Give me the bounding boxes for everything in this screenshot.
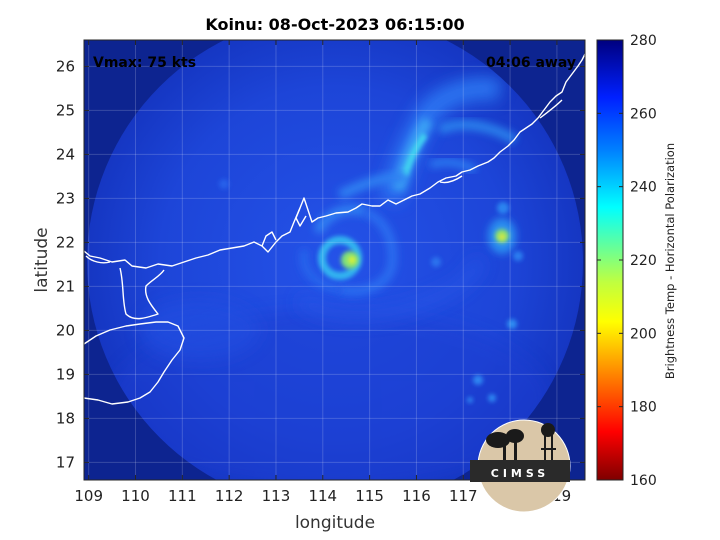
x-tick-label: 115	[355, 487, 384, 505]
vmax-label: Vmax: 75 kts	[93, 55, 196, 71]
x-tick-label: 109	[74, 487, 103, 505]
y-axis-label: latitude	[32, 227, 52, 292]
y-tick-label: 21	[56, 277, 75, 295]
x-tick-label: 116	[402, 487, 431, 505]
colorbar-ticks: 160 180 200 220 240 260 280	[597, 33, 657, 489]
colorbar-tick-label: 220	[630, 253, 657, 269]
colorbar-tick-label: 240	[630, 180, 657, 196]
cimss-logo-icon: CIMSS	[470, 419, 571, 513]
microwave-swath	[87, 40, 583, 480]
y-tick-label: 17	[56, 453, 75, 471]
axis-ticks: 1091101111121131141151161171181191718192…	[56, 40, 585, 505]
logo-text: CIMSS	[491, 467, 549, 480]
map-grid	[84, 40, 585, 480]
y-tick-label: 26	[56, 57, 75, 75]
coastline	[84, 53, 585, 405]
colorbar-tick-label: 280	[630, 33, 657, 49]
colorbar-tick-label: 180	[630, 400, 657, 416]
figure-title: Koinu: 08-Oct-2023 06:15:00	[205, 15, 464, 34]
y-tick-label: 19	[56, 365, 75, 383]
colorbar: 160 180 200 220 240 260 280 Brightness Temp - …	[596, 33, 677, 489]
y-tick-label: 24	[56, 145, 75, 163]
x-tick-label: 113	[262, 487, 291, 505]
y-tick-label: 18	[56, 409, 75, 427]
map-plot-area	[84, 40, 585, 480]
x-axis-label: longitude	[295, 513, 375, 533]
plot-frame	[83, 39, 586, 481]
colorbar-label: Brightness Temp - Horizontal Polarizatio…	[663, 143, 677, 379]
y-tick-label: 22	[56, 233, 75, 251]
x-tick-label: 112	[215, 487, 244, 505]
time-away-label: 04:06 away	[486, 55, 576, 71]
y-tick-label: 25	[56, 101, 75, 119]
x-tick-label: 110	[121, 487, 150, 505]
colorbar-tick-label: 160	[630, 473, 657, 489]
x-tick-label: 114	[308, 487, 337, 505]
x-tick-label: 111	[168, 487, 197, 505]
colorbar-tick-label: 260	[630, 106, 657, 122]
x-tick-label: 117	[449, 487, 478, 505]
colorbar-tick-label: 200	[630, 326, 657, 342]
y-tick-label: 20	[56, 321, 75, 339]
y-tick-label: 23	[56, 189, 75, 207]
